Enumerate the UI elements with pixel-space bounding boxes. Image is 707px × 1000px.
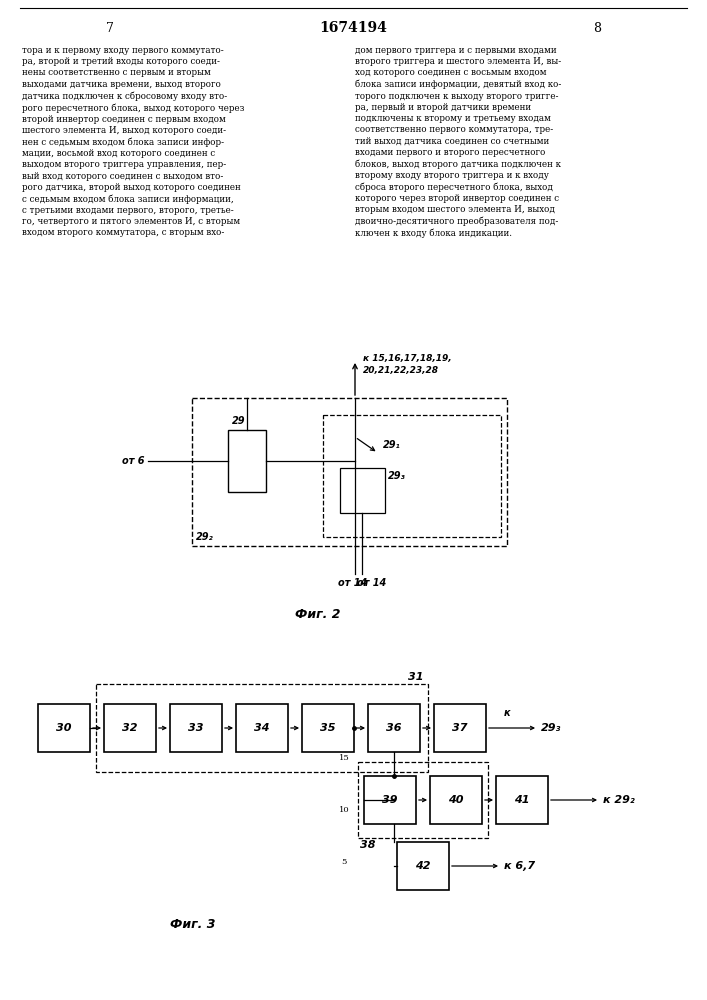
Text: Фиг. 3: Фиг. 3 xyxy=(170,918,216,931)
Text: 31: 31 xyxy=(409,672,424,682)
Text: 29₃: 29₃ xyxy=(541,723,561,733)
Bar xyxy=(96,684,428,772)
Bar xyxy=(397,842,449,890)
Text: дом первого триггера и с первыми входами
второго триггера и шестого элемента И, : дом первого триггера и с первыми входами… xyxy=(355,46,561,238)
Bar xyxy=(170,704,222,752)
Text: от 14: от 14 xyxy=(339,578,368,588)
Text: 40: 40 xyxy=(448,795,464,805)
Text: 38: 38 xyxy=(360,840,375,850)
Bar xyxy=(323,415,501,537)
Bar xyxy=(368,704,420,752)
Text: 8: 8 xyxy=(593,21,601,34)
Bar xyxy=(364,776,416,824)
Text: 29₁: 29₁ xyxy=(383,440,401,450)
Text: 37: 37 xyxy=(452,723,468,733)
Text: 33: 33 xyxy=(188,723,204,733)
Text: тора и к первому входу первого коммутато-
ра, второй и третий входы которого сое: тора и к первому входу первого коммутато… xyxy=(22,46,245,237)
Bar xyxy=(236,704,288,752)
Text: 5: 5 xyxy=(341,858,346,866)
Text: от 6: от 6 xyxy=(122,456,145,466)
Text: к: к xyxy=(504,708,510,718)
Text: 1674194: 1674194 xyxy=(319,21,387,35)
Text: Фиг. 2: Фиг. 2 xyxy=(295,608,341,621)
Text: 36: 36 xyxy=(386,723,402,733)
Text: 10: 10 xyxy=(339,806,349,814)
Text: 41: 41 xyxy=(514,795,530,805)
Text: к 15,16,17,18,19,: к 15,16,17,18,19, xyxy=(363,354,452,363)
Bar xyxy=(302,704,354,752)
Text: 20,21,22,23,28: 20,21,22,23,28 xyxy=(363,366,439,375)
Text: 35: 35 xyxy=(320,723,336,733)
Text: 32: 32 xyxy=(122,723,138,733)
Text: 7: 7 xyxy=(106,21,114,34)
Bar xyxy=(38,704,90,752)
Bar xyxy=(192,398,507,546)
Bar xyxy=(340,468,385,513)
Text: 34: 34 xyxy=(255,723,270,733)
Bar xyxy=(358,762,488,838)
Text: 29₂: 29₂ xyxy=(196,532,214,542)
Bar xyxy=(104,704,156,752)
Bar xyxy=(496,776,548,824)
Text: 30: 30 xyxy=(57,723,71,733)
Text: 15: 15 xyxy=(339,754,349,762)
Text: к 29₂: к 29₂ xyxy=(603,795,635,805)
Text: от 14: от 14 xyxy=(357,578,387,588)
Bar xyxy=(228,430,266,492)
Bar xyxy=(430,776,482,824)
Text: к 6,7: к 6,7 xyxy=(504,861,535,871)
Text: 39: 39 xyxy=(382,795,398,805)
Text: 42: 42 xyxy=(415,861,431,871)
Text: 29: 29 xyxy=(232,416,245,426)
Bar xyxy=(434,704,486,752)
Text: 29₃: 29₃ xyxy=(388,471,406,481)
